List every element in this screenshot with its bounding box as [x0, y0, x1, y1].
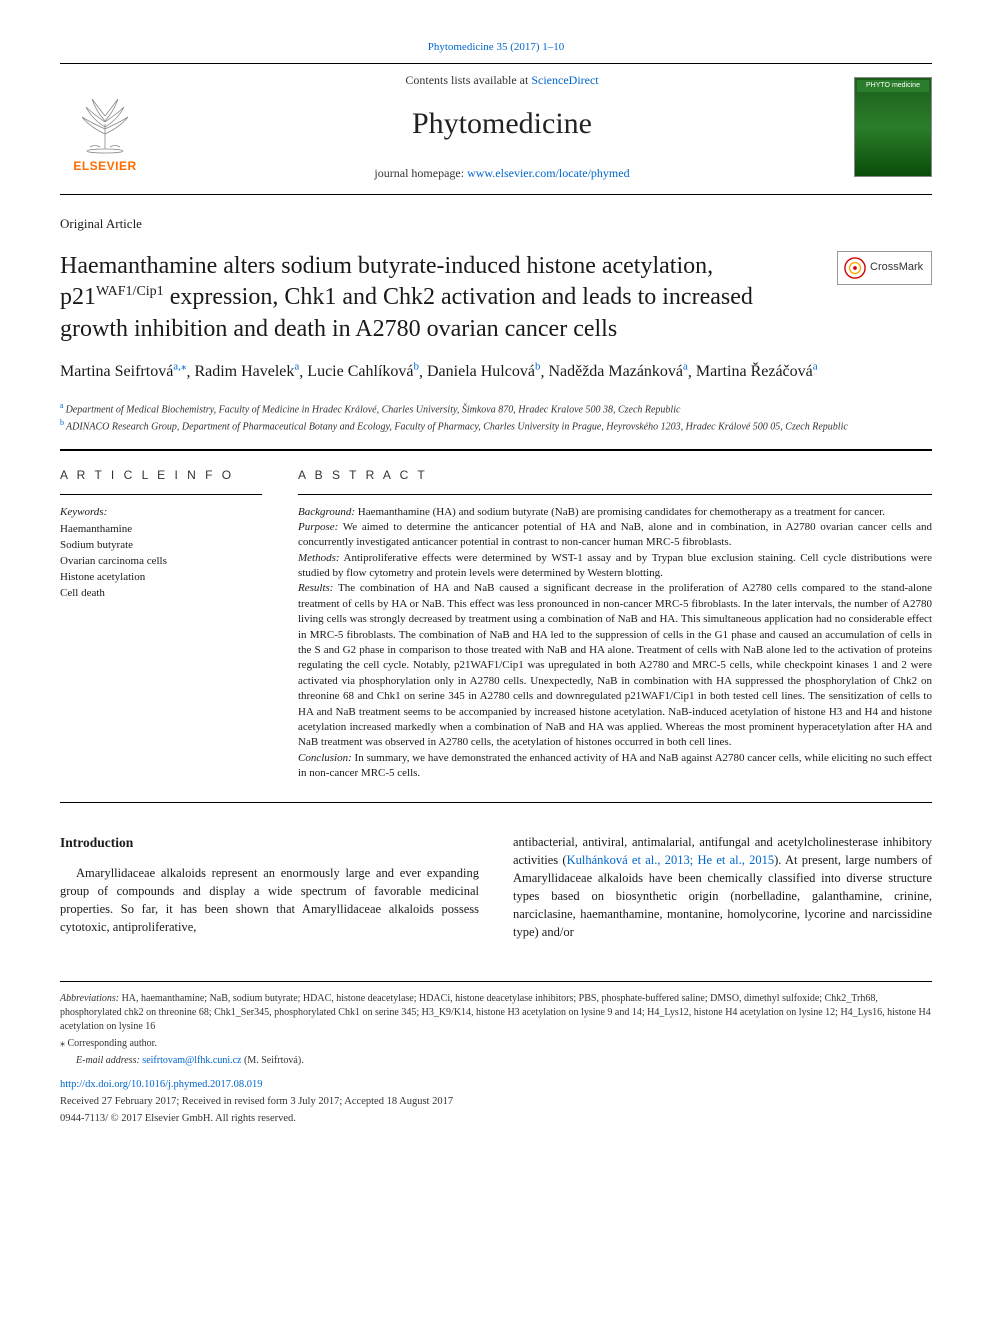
info-block: A R T I C L E I N F O Keywords: Haemanth…	[60, 449, 932, 803]
author-aff[interactable]: a	[683, 361, 688, 373]
body-col-left: Introduction Amaryllidaceae alkaloids re…	[60, 833, 479, 942]
abstract-section: Results: The combination of HA and NaB c…	[298, 581, 932, 750]
abbreviations: Abbreviations: HA, haemanthamine; NaB, s…	[60, 992, 932, 1034]
affiliations: a Department of Medical Biochemistry, Fa…	[60, 400, 932, 435]
corresponding: ⁎ Corresponding author.	[60, 1037, 932, 1051]
cover-thumb-title: PHYTO medicine	[857, 80, 929, 92]
title-post: expression, Chk1 and Chk2 activation and…	[60, 284, 753, 341]
authors-list: Martina Seifrtováa,⁎, Radim Haveleka, Lu…	[60, 359, 932, 384]
abstract-section-label: Background:	[298, 506, 355, 518]
info-subrule	[60, 494, 262, 495]
copyright-line: 0944-7113/ © 2017 Elsevier GmbH. All rig…	[60, 1112, 932, 1127]
crossmark-icon	[844, 257, 866, 279]
abstract-section: Background: Haemanthamine (HA) and sodiu…	[298, 505, 932, 520]
title-sup: WAF1/Cip1	[96, 284, 164, 299]
citation-line: Phytomedicine 35 (2017) 1–10	[60, 40, 932, 55]
crossmark-label: CrossMark	[870, 260, 923, 275]
intro-para-2: antibacterial, antiviral, antimalarial, …	[513, 833, 932, 942]
footnotes: Abbreviations: HA, haemanthamine; NaB, s…	[60, 992, 932, 1068]
contents-prefix: Contents lists available at	[405, 73, 531, 87]
affiliation: b ADINACO Research Group, Department of …	[60, 417, 932, 434]
abstract-heading: A B S T R A C T	[298, 467, 932, 484]
contents-line: Contents lists available at ScienceDirec…	[170, 72, 834, 89]
author: Radim Haveleka	[194, 363, 299, 380]
dates-line: Received 27 February 2017; Received in r…	[60, 1095, 932, 1110]
author-aff[interactable]: b	[535, 361, 541, 373]
journal-homepage-link[interactable]: www.elsevier.com/locate/phymed	[467, 166, 630, 180]
abstract-section: Purpose: We aimed to determine the antic…	[298, 520, 932, 551]
aff-label: b	[60, 418, 66, 427]
affiliation: a Department of Medical Biochemistry, Fa…	[60, 400, 932, 417]
crossmark-badge[interactable]: CrossMark	[837, 251, 932, 285]
author: Daniela Hulcováb	[427, 363, 540, 380]
author: Naděžda Mazánkováa	[548, 363, 687, 380]
keywords-label: Keywords:	[60, 505, 262, 520]
email-attr: (M. Seifrtová).	[241, 1055, 303, 1066]
intro-para-1: Amaryllidaceae alkaloids represent an en…	[60, 864, 479, 937]
abstract-section-label: Results:	[298, 582, 333, 594]
article-title: Haemanthamine alters sodium butyrate-ind…	[60, 251, 837, 345]
keyword: Haemanthamine	[60, 522, 262, 538]
footer-rule	[60, 981, 932, 982]
title-row: Haemanthamine alters sodium butyrate-ind…	[60, 251, 932, 345]
email-line: E-mail address: seifrtovam@lfhk.cuni.cz …	[60, 1054, 932, 1068]
email-link[interactable]: seifrtovam@lfhk.cuni.cz	[142, 1055, 241, 1066]
homepage-prefix: journal homepage:	[374, 166, 467, 180]
doi-link[interactable]: http://dx.doi.org/10.1016/j.phymed.2017.…	[60, 1079, 263, 1090]
author: Lucie Cahlíkováb	[307, 363, 419, 380]
abstract-section-label: Methods:	[298, 552, 340, 564]
author-aff[interactable]: b	[413, 361, 419, 373]
author-aff[interactable]: a,	[173, 361, 181, 373]
publisher-logo: ELSEVIER	[60, 80, 150, 175]
abstract-section-label: Purpose:	[298, 521, 338, 533]
abstract-section-label: Conclusion:	[298, 752, 352, 764]
email-label: E-mail address:	[76, 1055, 142, 1066]
corr-text: Corresponding author.	[65, 1038, 157, 1049]
citation-link[interactable]: Phytomedicine 35 (2017) 1–10	[428, 41, 565, 53]
article-type: Original Article	[60, 215, 932, 233]
mid-rule	[60, 194, 932, 195]
citation-link-kulhankova[interactable]: Kulhánková et al., 2013; He et al., 2015	[567, 853, 775, 867]
elsevier-tree-icon	[70, 89, 140, 154]
abbrev-text: HA, haemanthamine; NaB, sodium butyrate;…	[60, 993, 931, 1032]
abstract-body: Background: Haemanthamine (HA) and sodiu…	[298, 505, 932, 782]
aff-label: a	[60, 401, 66, 410]
abstract-subrule	[298, 494, 932, 495]
keyword: Cell death	[60, 586, 262, 602]
article-info: A R T I C L E I N F O Keywords: Haemanth…	[60, 451, 280, 802]
abstract-section: Conclusion: In summary, we have demonstr…	[298, 751, 932, 782]
masthead-center: Contents lists available at ScienceDirec…	[150, 72, 854, 182]
abstract-section: Methods: Antiproliferative effects were …	[298, 551, 932, 582]
corr-marker[interactable]: ⁎	[181, 361, 187, 373]
publisher-name: ELSEVIER	[73, 158, 136, 175]
author-aff[interactable]: a	[294, 361, 299, 373]
keyword: Sodium butyrate	[60, 538, 262, 554]
intro-heading: Introduction	[60, 833, 479, 853]
doi-line: http://dx.doi.org/10.1016/j.phymed.2017.…	[60, 1078, 932, 1093]
journal-cover-thumb: PHYTO medicine	[854, 77, 932, 177]
homepage-line: journal homepage: www.elsevier.com/locat…	[170, 165, 834, 182]
author: Martina Seifrtováa,⁎	[60, 363, 186, 380]
journal-name: Phytomedicine	[170, 103, 834, 145]
author-aff[interactable]: a	[813, 361, 818, 373]
article-info-heading: A R T I C L E I N F O	[60, 467, 262, 484]
abbrev-label: Abbreviations:	[60, 993, 119, 1004]
sciencedirect-link[interactable]: ScienceDirect	[531, 73, 598, 87]
body-col-right: antibacterial, antiviral, antimalarial, …	[513, 833, 932, 942]
keyword: Ovarian carcinoma cells	[60, 554, 262, 570]
abstract: A B S T R A C T Background: Haemanthamin…	[280, 451, 932, 802]
masthead: ELSEVIER Contents lists available at Sci…	[60, 64, 932, 194]
author: Martina Řezáčováa	[696, 363, 818, 380]
keyword: Histone acetylation	[60, 570, 262, 586]
keywords-list: HaemanthamineSodium butyrateOvarian carc…	[60, 522, 262, 602]
body-columns: Introduction Amaryllidaceae alkaloids re…	[60, 833, 932, 942]
